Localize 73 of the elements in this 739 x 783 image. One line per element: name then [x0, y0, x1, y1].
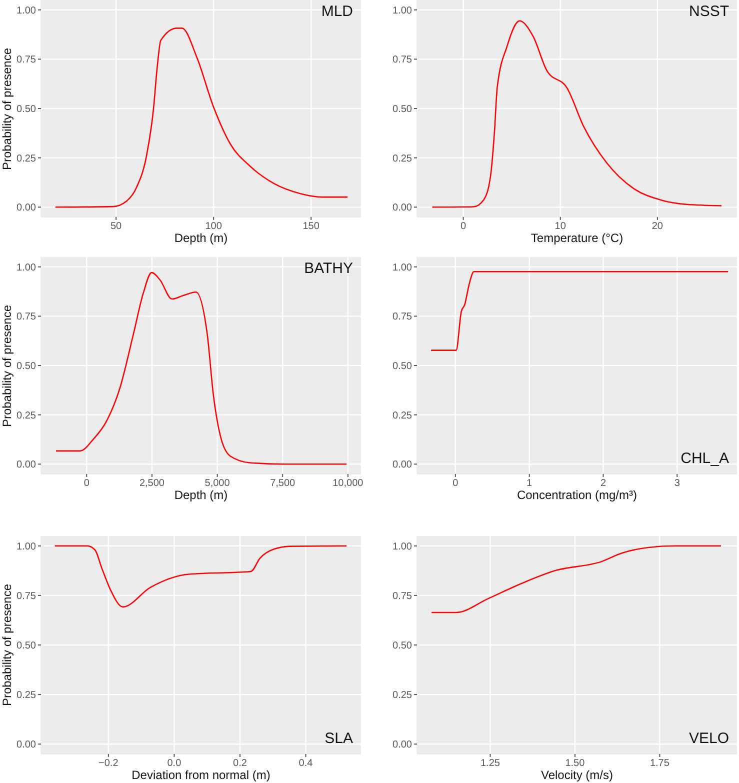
x-axis-title: Concentration (mg/m³): [516, 488, 638, 503]
y-tick-label: 0.25: [16, 690, 36, 702]
y-axis-title: Probability of presence: [0, 47, 14, 170]
x-tick-label: 0.0: [167, 758, 182, 770]
y-tick-label: 1.00: [392, 5, 412, 16]
x-axis-title: Deviation from normal (m): [130, 768, 272, 783]
x-axis-title: Depth (m): [173, 231, 229, 246]
x-tick-label: 1.75: [650, 758, 670, 770]
x-tick-label: 0.2: [233, 758, 248, 770]
y-tick-label: 0.75: [392, 54, 412, 66]
text: VELO: [688, 730, 729, 747]
y-tick-label: 0.50: [392, 640, 412, 652]
x-tick-label: 150: [302, 221, 320, 232]
y-tick-label: 0.00: [392, 202, 412, 214]
y-axis-title: Probability of presence: [0, 304, 14, 427]
x-tick-label: 10,000: [332, 478, 364, 490]
y-tick-label: 0.25: [16, 153, 36, 164]
y-tick-label: 1.00: [392, 541, 412, 552]
x-tick-label: 1: [526, 478, 533, 490]
x-tick-label: 20: [652, 221, 664, 232]
x-tick-label: 50: [110, 221, 122, 232]
y-tick-label: 1.00: [16, 541, 36, 552]
y-tick-label: 0.50: [16, 361, 36, 372]
x-tick-label: 10: [554, 221, 566, 232]
line-series: [430, 270, 729, 351]
y-tick-label: 0.75: [16, 312, 36, 323]
text: CHL_A: [680, 450, 729, 467]
x-tick-label: 2: [600, 478, 606, 490]
x-axis-title: Temperature (°C): [530, 231, 624, 246]
chart-title: MLD: [321, 3, 353, 20]
y-tick-label: 0.75: [392, 591, 412, 602]
x-tick-label: 100: [205, 221, 222, 232]
x-tick-label: 5,000: [204, 478, 230, 490]
x-tick-label: 0.4: [298, 758, 314, 770]
y-tick-label: 0.00: [16, 460, 36, 471]
y-tick-label: 1.00: [16, 5, 36, 16]
x-axis-title: Velocity (m/s): [540, 768, 614, 783]
y-tick-label: 0.75: [16, 54, 36, 66]
line-series: [432, 20, 722, 208]
y-tick-label: 0.25: [392, 410, 412, 422]
x-tick-label: 3: [674, 478, 680, 490]
y-tick-label: 0.25: [16, 410, 36, 422]
line-series: [54, 545, 348, 608]
y-tick-label: 0.25: [392, 690, 412, 702]
x-tick-label: 0: [452, 478, 459, 490]
y-tick-label: 0.75: [392, 312, 412, 323]
line-series: [430, 545, 722, 614]
x-tick-label: −0.2: [98, 758, 119, 770]
x-tick-label: 0: [460, 221, 467, 232]
line-series: [55, 272, 348, 465]
x-tick-label: 1.50: [565, 758, 586, 770]
y-tick-label: 0.50: [392, 104, 412, 116]
y-tick-label: 0.50: [392, 361, 412, 372]
chart-title: BATHY: [304, 260, 353, 277]
text: SLA: [324, 730, 353, 747]
y-tick-label: 0.50: [16, 640, 36, 652]
x-tick-label: 2,500: [139, 478, 165, 490]
x-axis-title: Depth (m): [173, 488, 229, 503]
y-tick-label: 0.75: [16, 591, 36, 602]
x-tick-label: 1.25: [480, 758, 500, 770]
chart-title: NSST: [688, 3, 729, 20]
x-tick-label: 7,500: [270, 478, 296, 490]
y-tick-label: 0.25: [392, 153, 412, 164]
y-tick-label: 0.00: [392, 740, 412, 751]
y-axis-title: Probability of presence: [0, 584, 14, 706]
line-series: [54, 28, 348, 208]
y-tick-label: 0.00: [392, 460, 412, 471]
y-tick-label: 0.00: [16, 202, 36, 214]
y-tick-label: 1.00: [16, 262, 36, 274]
x-tick-label: 0: [84, 478, 90, 490]
y-tick-label: 0.50: [16, 104, 36, 116]
y-tick-label: 0.00: [16, 740, 36, 751]
y-tick-label: 1.00: [392, 262, 412, 274]
